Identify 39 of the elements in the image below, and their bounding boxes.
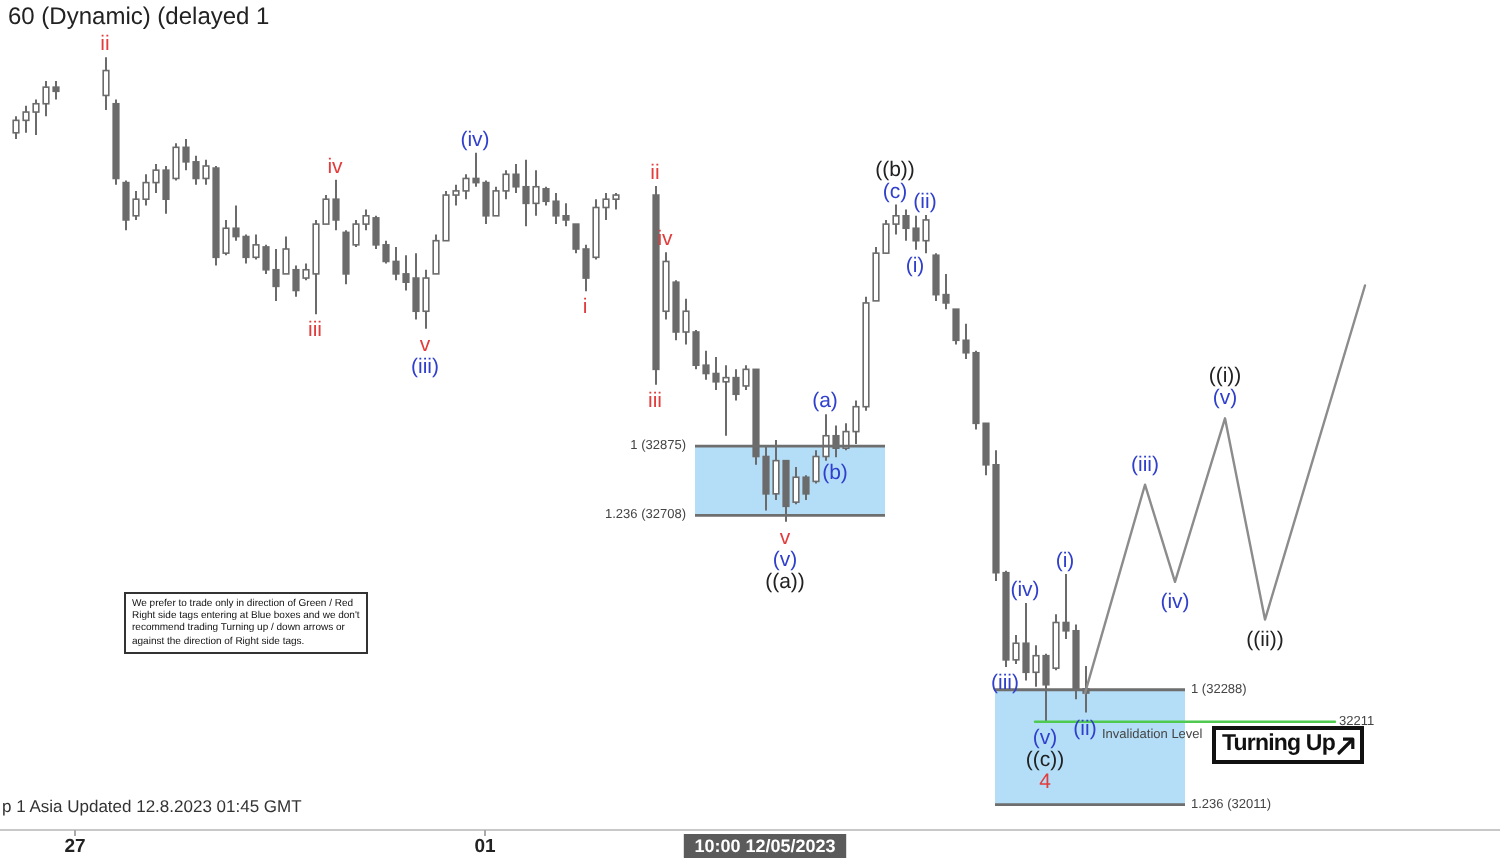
x-tick-label: 10:00 12/05/2023: [694, 836, 836, 856]
annotation: ((i)): [1208, 364, 1242, 389]
annotation: ii: [100, 32, 110, 57]
chart-title: 60 (Dynamic) (delayed 1: [8, 2, 270, 30]
annotation: (c): [882, 179, 908, 204]
annotation: p 1 Asia Updated 12.8.2023 01:45 GMT: [2, 796, 302, 816]
annotation: (v): [1032, 725, 1058, 750]
annotation: (v): [772, 547, 798, 572]
annotation: ((ii)): [1246, 627, 1284, 652]
annotation: (ii): [1073, 716, 1097, 741]
annotation: (i): [905, 253, 925, 278]
annotation: (iv): [460, 127, 490, 152]
annotation: (ii): [913, 189, 937, 214]
x-tick-label: 01: [474, 836, 497, 858]
annotation: iv: [327, 154, 345, 179]
annotation: ((a)): [765, 569, 805, 594]
annotation: iv: [657, 227, 675, 252]
annotation: (b): [822, 461, 848, 486]
annotation: (v): [1212, 386, 1238, 411]
x-tick-label: 27: [64, 836, 86, 858]
annotation: (iii): [411, 354, 439, 379]
annotation: iii: [308, 318, 322, 343]
tag-box: Turning Up: [1212, 726, 1365, 764]
annotation: v: [419, 332, 432, 357]
annotation: (iv): [1010, 577, 1040, 602]
annotation: ((b)): [875, 157, 915, 182]
candlestick: [102, 56, 110, 111]
annotation: 4: [1039, 769, 1052, 794]
annotation: iii: [648, 388, 662, 413]
annotation: (iii): [1131, 452, 1159, 477]
annotation: (a): [812, 389, 838, 414]
annotation: ii: [650, 160, 660, 185]
annotation: Turning Up: [1222, 732, 1335, 758]
annotation: (i): [1055, 548, 1075, 573]
annotation: i: [582, 295, 588, 320]
annotation: (iii): [991, 670, 1019, 695]
annotation: v: [779, 525, 792, 550]
annotation: (iv): [1160, 589, 1190, 614]
annotation: ((c)): [1025, 747, 1065, 772]
